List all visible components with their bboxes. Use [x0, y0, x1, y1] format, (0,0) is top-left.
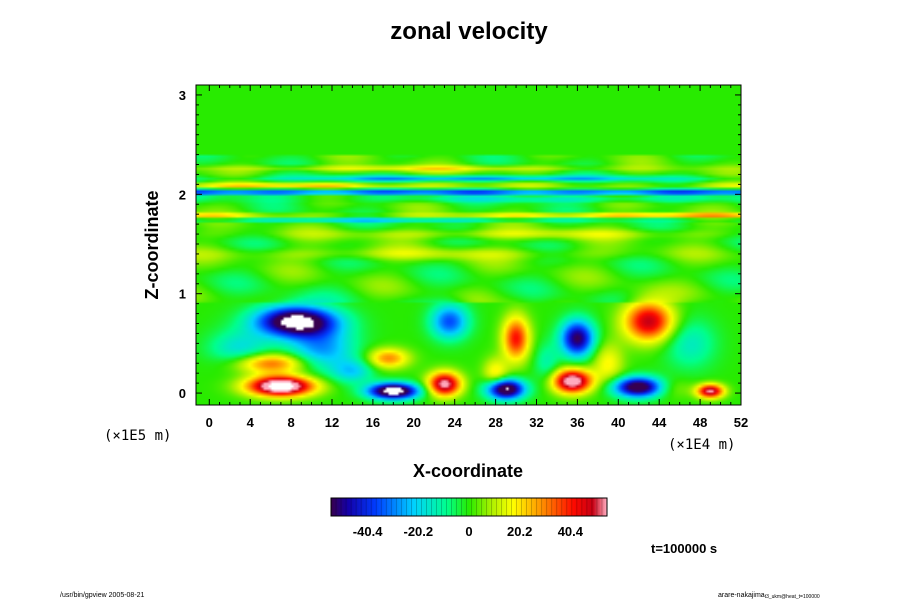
x-tick-label: 36: [570, 415, 584, 430]
colorbar-tick-label: -40.4: [353, 524, 383, 539]
x-tick-label: 48: [693, 415, 707, 430]
x-tick-label: 4: [247, 415, 255, 430]
x-tick-label: 20: [407, 415, 421, 430]
colorbar-tick-label: 0: [465, 524, 472, 539]
y-tick-labels: 0 1 2 3: [179, 88, 186, 401]
footer-right: arare-nakajimat3_ukm@heat_t=100000: [718, 592, 820, 600]
x-axis-label: X-coordinate: [413, 461, 523, 481]
colorbar-tick-label: -20.2: [403, 524, 433, 539]
plot-frame: [195, 84, 742, 406]
x-tick-label: 28: [488, 415, 502, 430]
plot-area: [195, 84, 742, 406]
y-tick-label: 3: [179, 88, 186, 103]
x-tick-labels: 0 4 8 12 16 20 24 28 32 36 40 44 48 52: [206, 415, 749, 430]
time-label: t=100000 s: [651, 541, 717, 556]
y-tick-label: 1: [179, 287, 186, 302]
footer-right-main: arare-nakajima: [718, 592, 765, 599]
colorbar-frame: [330, 497, 608, 517]
x-tick-label: 40: [611, 415, 625, 430]
footer-right-sub: t3_ukm@heat_t=100000: [765, 594, 820, 600]
x-tick-label: 12: [325, 415, 339, 430]
colorbar: -40.4 -20.2 0 20.2 40.4: [330, 497, 608, 539]
x-tick-label: 52: [734, 415, 748, 430]
colorbar-gradient: [331, 498, 607, 516]
x-tick-label: 0: [206, 415, 213, 430]
y-tick-label: 2: [179, 187, 186, 202]
colorbar-divisions: [335, 498, 603, 516]
x-tick-label: 24: [447, 415, 462, 430]
y-scale-note: (×1E5 m): [104, 428, 171, 444]
chart-title: zonal velocity: [390, 18, 548, 45]
x-tick-label: 44: [652, 415, 667, 430]
footer-left: /usr/bin/gpview 2005-08-21: [60, 592, 145, 599]
colorbar-tick-label: 40.4: [558, 524, 584, 539]
velocity-field: [196, 85, 741, 405]
colorbar-tick-label: 20.2: [507, 524, 532, 539]
colorbar-tick-labels: -40.4 -20.2 0 20.2 40.4: [353, 524, 584, 539]
x-tick-label: 32: [529, 415, 543, 430]
x-tick-label: 8: [287, 415, 294, 430]
y-axis-label: Z-coordinate: [142, 190, 162, 299]
x-tick-label: 16: [366, 415, 380, 430]
y-tick-label: 0: [179, 386, 186, 401]
x-scale-note: (×1E4 m): [668, 437, 735, 453]
tick-marks: [196, 85, 742, 405]
